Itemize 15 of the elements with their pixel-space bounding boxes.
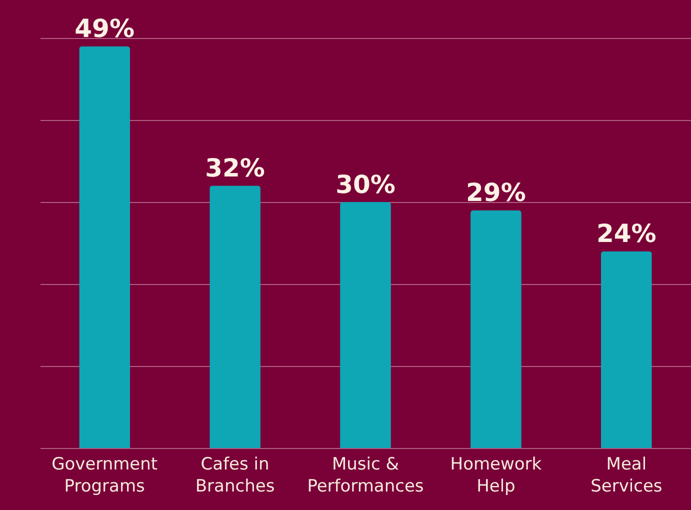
bar (340, 202, 391, 448)
data-label: 49% (74, 14, 134, 44)
x-tick-label: Music & Performances (307, 454, 424, 496)
bar (470, 210, 522, 448)
x-tick-label: Homework Help (450, 454, 542, 496)
data-label: 32% (205, 154, 265, 183)
bar (210, 186, 260, 448)
x-tick-label: Cafes in Branches (195, 454, 275, 496)
x-tick-label: Government Programs (52, 454, 158, 496)
bar (600, 251, 652, 448)
bar (79, 46, 130, 448)
data-label: 30% (336, 170, 396, 199)
data-label: 24% (596, 219, 656, 248)
x-tick-label: Meal Services (590, 454, 662, 496)
data-label: 29% (466, 178, 526, 208)
